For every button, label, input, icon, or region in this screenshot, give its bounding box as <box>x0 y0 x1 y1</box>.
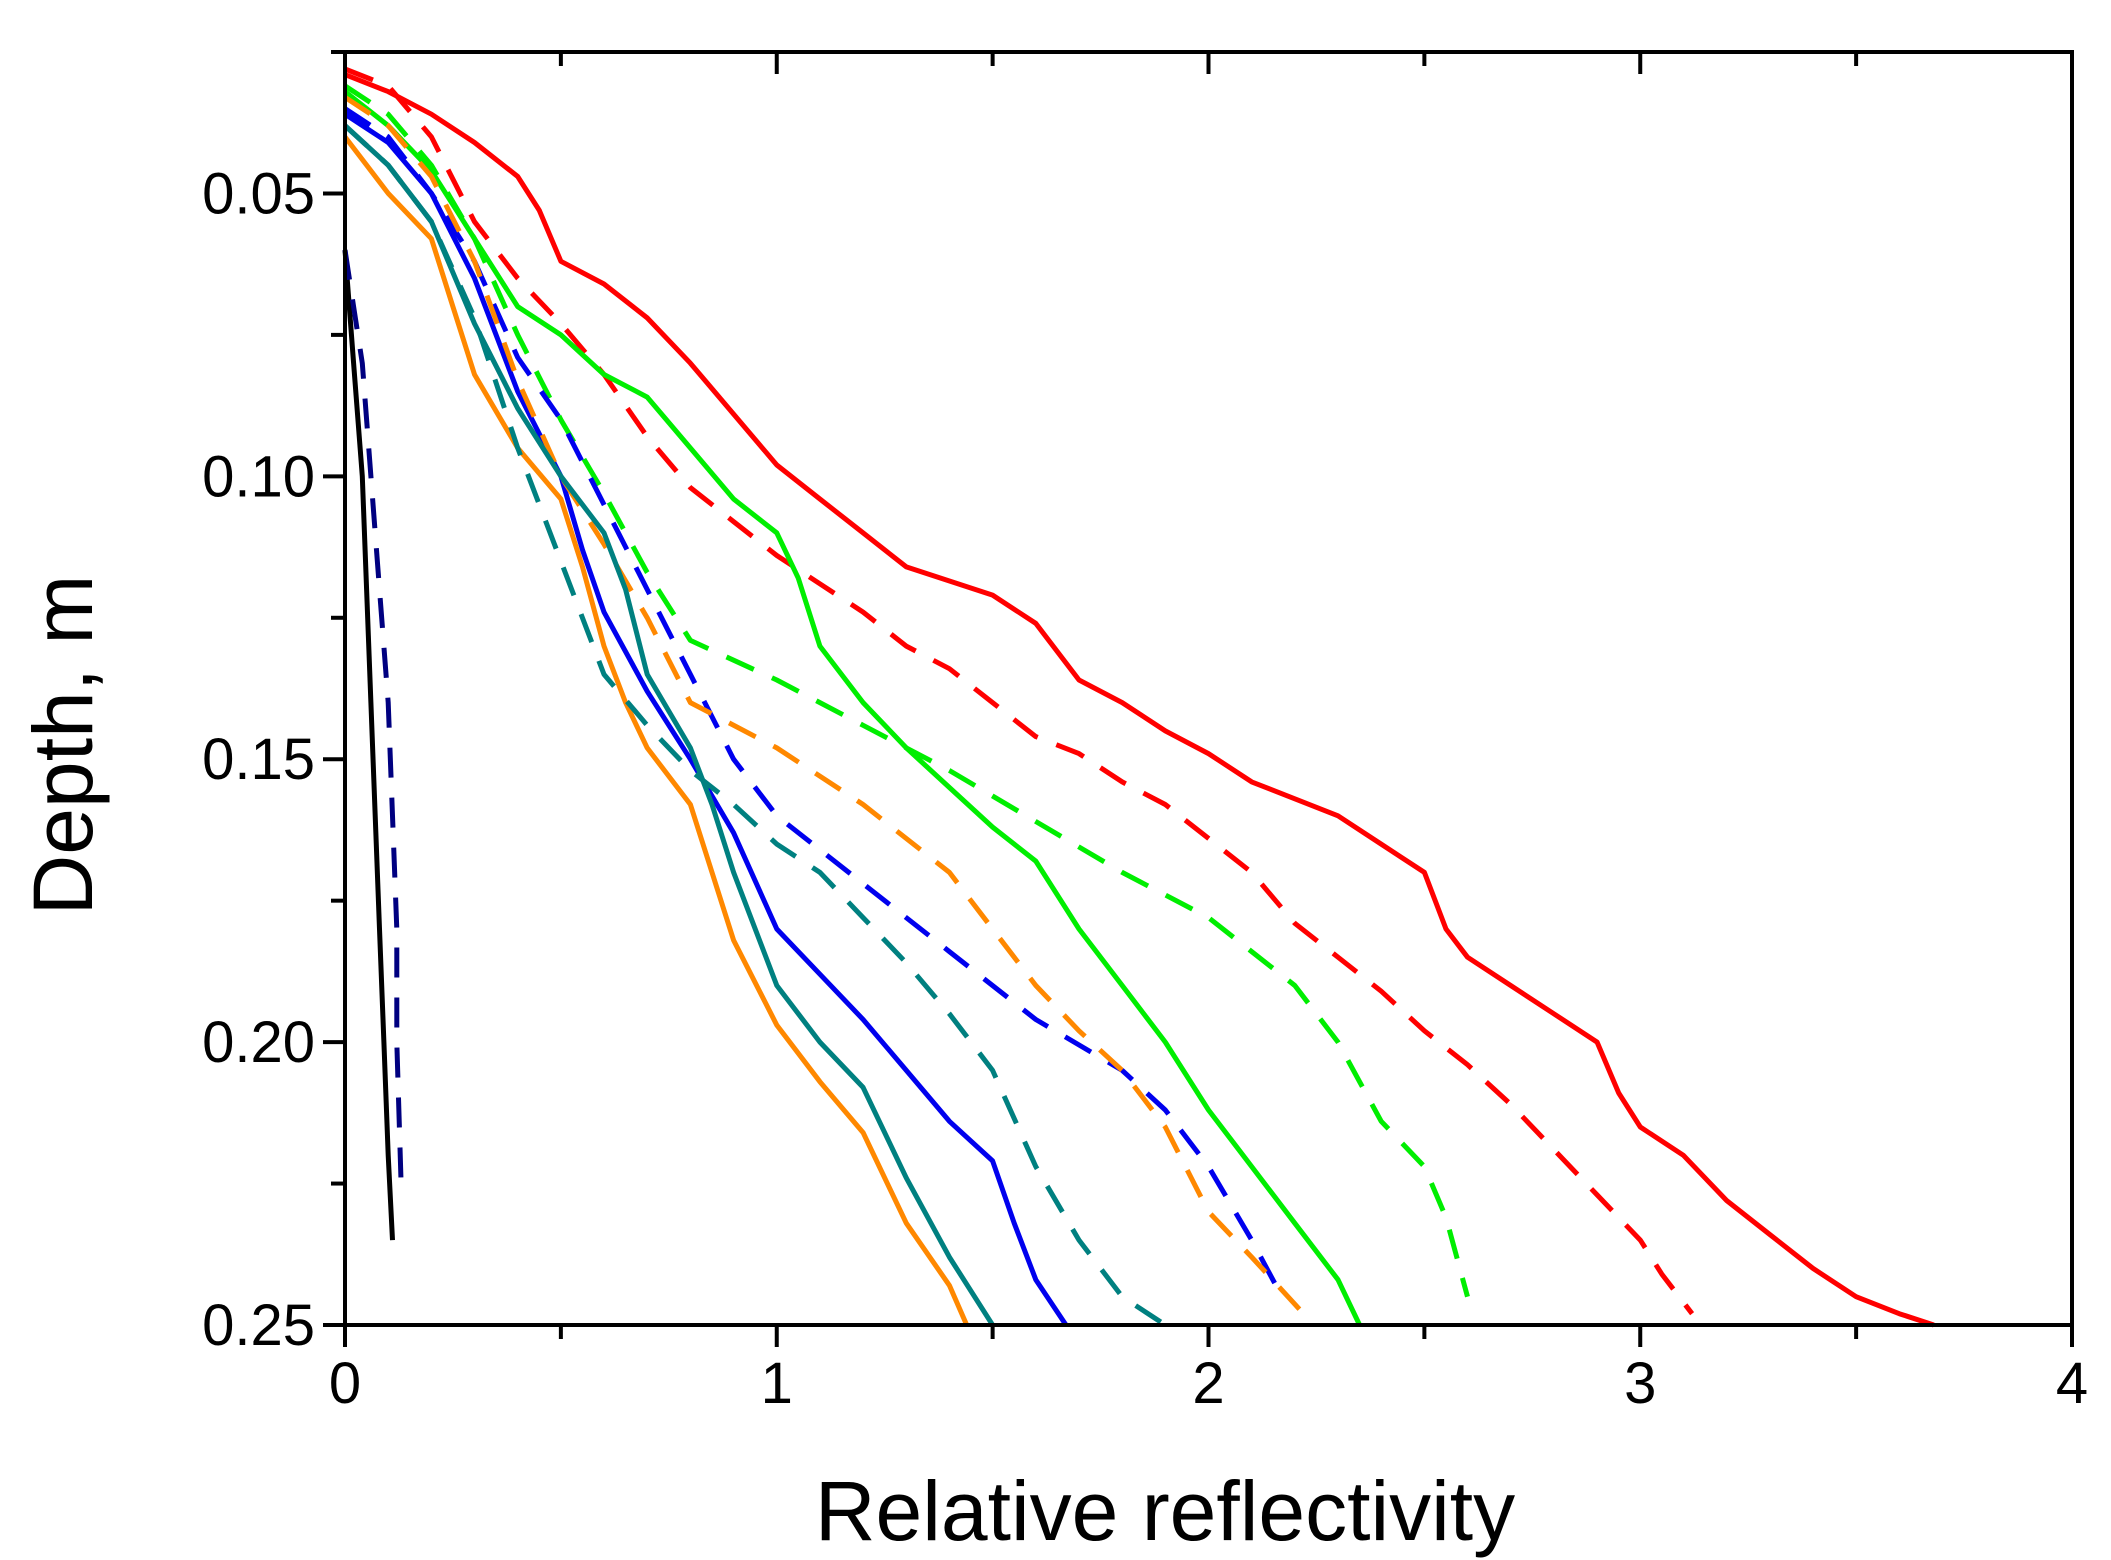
labels-layer: 0 1 2 3 4 0.05 0.10 0.15 0.20 0.25 <box>202 161 2088 1416</box>
x-axis-title: Relative reflectivity <box>815 1464 1515 1558</box>
y-tick-label: 0.05 <box>202 161 315 226</box>
x-tick-label: 2 <box>1192 1351 1224 1416</box>
x-tick-label: 1 <box>761 1351 793 1416</box>
series-line-red-solid <box>344 72 1935 1328</box>
series-line-red-dashed <box>344 66 1695 1316</box>
series-line-orange-solid <box>343 135 969 1327</box>
series-line-green-dashed <box>343 83 1470 1298</box>
x-tick-label: 4 <box>2056 1351 2088 1416</box>
series-line-green-solid <box>343 89 1362 1327</box>
series-line-blue-solid <box>343 112 1069 1327</box>
x-tick-label: 3 <box>1624 1351 1656 1416</box>
series-line-black-solid <box>342 249 395 1241</box>
plot-frame <box>343 50 2074 1327</box>
series-line-orange-dashed <box>343 95 1306 1316</box>
y-tick-label: 0.15 <box>202 727 315 792</box>
y-tick-label: 0.20 <box>202 1010 315 1075</box>
x-tick-label: 0 <box>329 1351 361 1416</box>
y-tick-label: 0.25 <box>202 1293 315 1358</box>
ticks-layer <box>323 50 2074 1347</box>
y-tick-label: 0.10 <box>202 444 315 509</box>
series-layer <box>342 66 1935 1328</box>
series-line-teal-dashed <box>343 123 1167 1328</box>
series-line-blue-dashed <box>343 106 1285 1298</box>
y-axis-title: Depth, m <box>16 575 110 916</box>
